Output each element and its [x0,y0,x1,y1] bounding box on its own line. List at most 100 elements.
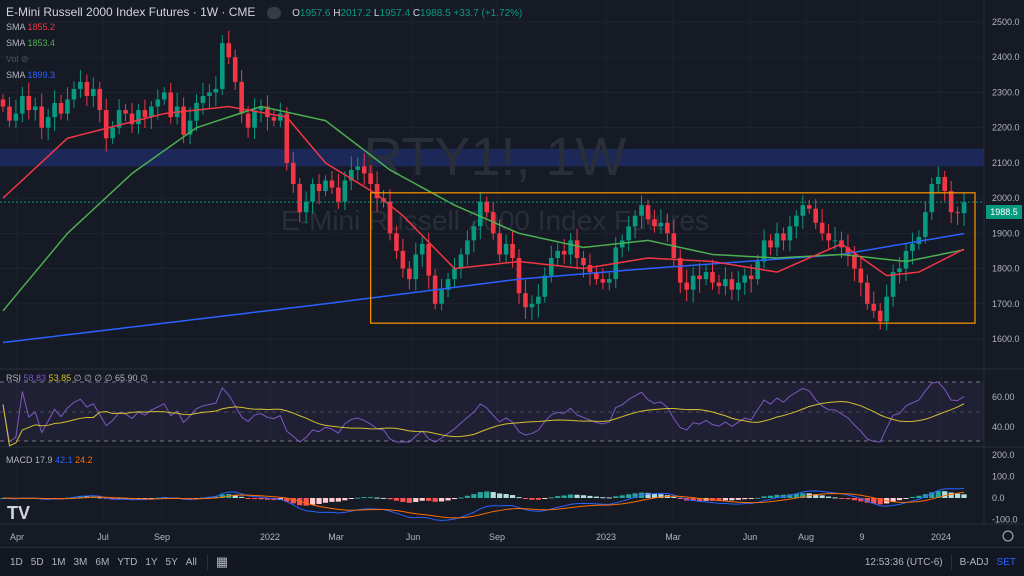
candle-body [658,222,664,227]
macd-bar [580,495,587,498]
candle-body [207,92,212,96]
time-axis[interactable]: Apr Jul Sep 2022 Mar Jun Sep 2023 Mar Jun Aug 9 2024 [10,532,951,542]
candle-body [387,201,393,234]
price-tick: 1600.0 [992,334,1020,344]
l-label: L [373,8,380,19]
macd-bar [258,498,264,500]
macd-bar [413,498,419,503]
set-button[interactable]: SET [996,556,1016,568]
candle-body [516,257,522,294]
last-price-tag: 1988.5 [986,205,1022,219]
candle-body [536,296,541,304]
candle-body [478,201,483,227]
range-button-5y[interactable]: 5Y [165,556,178,568]
range-button-1y[interactable]: 1Y [145,556,158,568]
tradingview-logo-icon[interactable]: TV [7,503,30,523]
indicator-name: SMA [6,22,26,32]
macd-bar [245,498,251,499]
calendar-icon[interactable]: ▦ [215,554,229,569]
macd-bar [677,498,683,499]
candle-body [923,212,928,237]
macd-bar [832,497,838,499]
macd-bar [742,498,748,500]
macd-bar [722,498,728,501]
candle-body [568,240,573,255]
candle-body [149,106,154,118]
eye-hidden-icon[interactable]: ⊘ [21,54,29,64]
price-axis[interactable]: 2500.0 2400.0 2300.0 2200.0 2100.0 2000.0 1900… [992,17,1020,525]
macd-tick: -100.0 [992,515,1018,525]
indicator-sma-red[interactable]: SMA 1855.2 [6,22,55,32]
range-button-all[interactable]: All [185,556,197,568]
candle-body [581,257,586,266]
range-button-ytd[interactable]: YTD [117,556,138,568]
rsi-other-value: 65.90 [115,373,138,383]
time-tick: Jul [97,532,109,542]
indicator-value: 1855.2 [27,22,56,32]
indicator-vol[interactable]: Vol ⊘ [6,54,29,65]
b-adj-button[interactable]: B-ADJ [959,556,989,568]
range-button-3m[interactable]: 3M [73,556,88,568]
sma-red-line [2,105,965,277]
candle-body [161,92,167,100]
candle-body [239,81,244,114]
range-button-1d[interactable]: 1D [10,556,23,568]
price-tick: 2400.0 [992,52,1020,62]
collapse-icon[interactable] [266,6,281,19]
symbol-title[interactable]: E-Mini Russell 2000 Index Futures · 1W ·… [6,5,522,19]
macd-bar [748,498,754,499]
time-tick: 2024 [931,532,951,542]
range-button-6m[interactable]: 6M [95,556,110,568]
range-button-5d[interactable]: 5D [30,556,44,568]
macd-bar [264,498,271,500]
settings-icon[interactable] [1002,530,1014,542]
macd-bar [593,496,599,498]
sma-green-line [2,105,965,312]
candle-body [806,205,812,209]
macd-bar [290,498,296,504]
candle-body [445,279,451,290]
candle-body [181,106,186,135]
candle-body [413,254,419,280]
candle-body [349,169,354,181]
indicator-value: 1899.3 [27,70,56,80]
price-tick: 2300.0 [992,87,1020,97]
candle-body [258,106,264,111]
clock[interactable]: 12:53:36 (UTC-6) [864,556,943,568]
macd-bar [574,494,580,498]
candle-body [0,99,6,107]
candle-body [7,106,12,121]
candle-body [632,215,638,227]
chart-canvas[interactable]: RTY1!, 1W E-Mini Russell 2000 Index Futu… [0,0,1024,547]
candle-body [84,81,90,96]
candle-body [245,113,251,128]
indicator-name: SMA [6,38,26,48]
macd-bar [619,495,625,498]
macd-legend[interactable]: MACD 17.9 42.1 24.2 [6,455,93,465]
time-tick: Mar [665,532,681,542]
rsi-legend[interactable]: RSI 58.83 53.85 ∅ ∅ ∅ ∅ 65.90 ∅ [6,373,148,384]
macd-bar [458,497,464,499]
o-label: O [292,8,300,19]
macd-bar [871,498,877,504]
indicator-sma-green[interactable]: SMA 1853.4 [6,38,55,48]
candle-body [452,268,457,280]
candle-body [78,81,83,89]
macd-bar [497,493,503,498]
separator [950,554,952,570]
indicator-sma-blue[interactable]: SMA 1899.3 [6,70,55,80]
candle-body [303,201,309,213]
macd-tick: 0.0 [992,493,1005,503]
macd-bar [490,492,496,498]
candle-body [278,113,283,121]
range-box[interactable] [370,192,976,324]
highlight-zone[interactable] [0,148,984,167]
range-button-1m[interactable]: 1M [51,556,66,568]
macd-bar [645,492,651,498]
candle-body [284,113,290,163]
candle-body [26,95,32,111]
time-tick: Mar [328,532,344,542]
time-tick: Jun [406,532,421,542]
title-text: E-Mini Russell 2000 Index Futures · 1W ·… [6,5,256,19]
candle-body [684,282,689,290]
